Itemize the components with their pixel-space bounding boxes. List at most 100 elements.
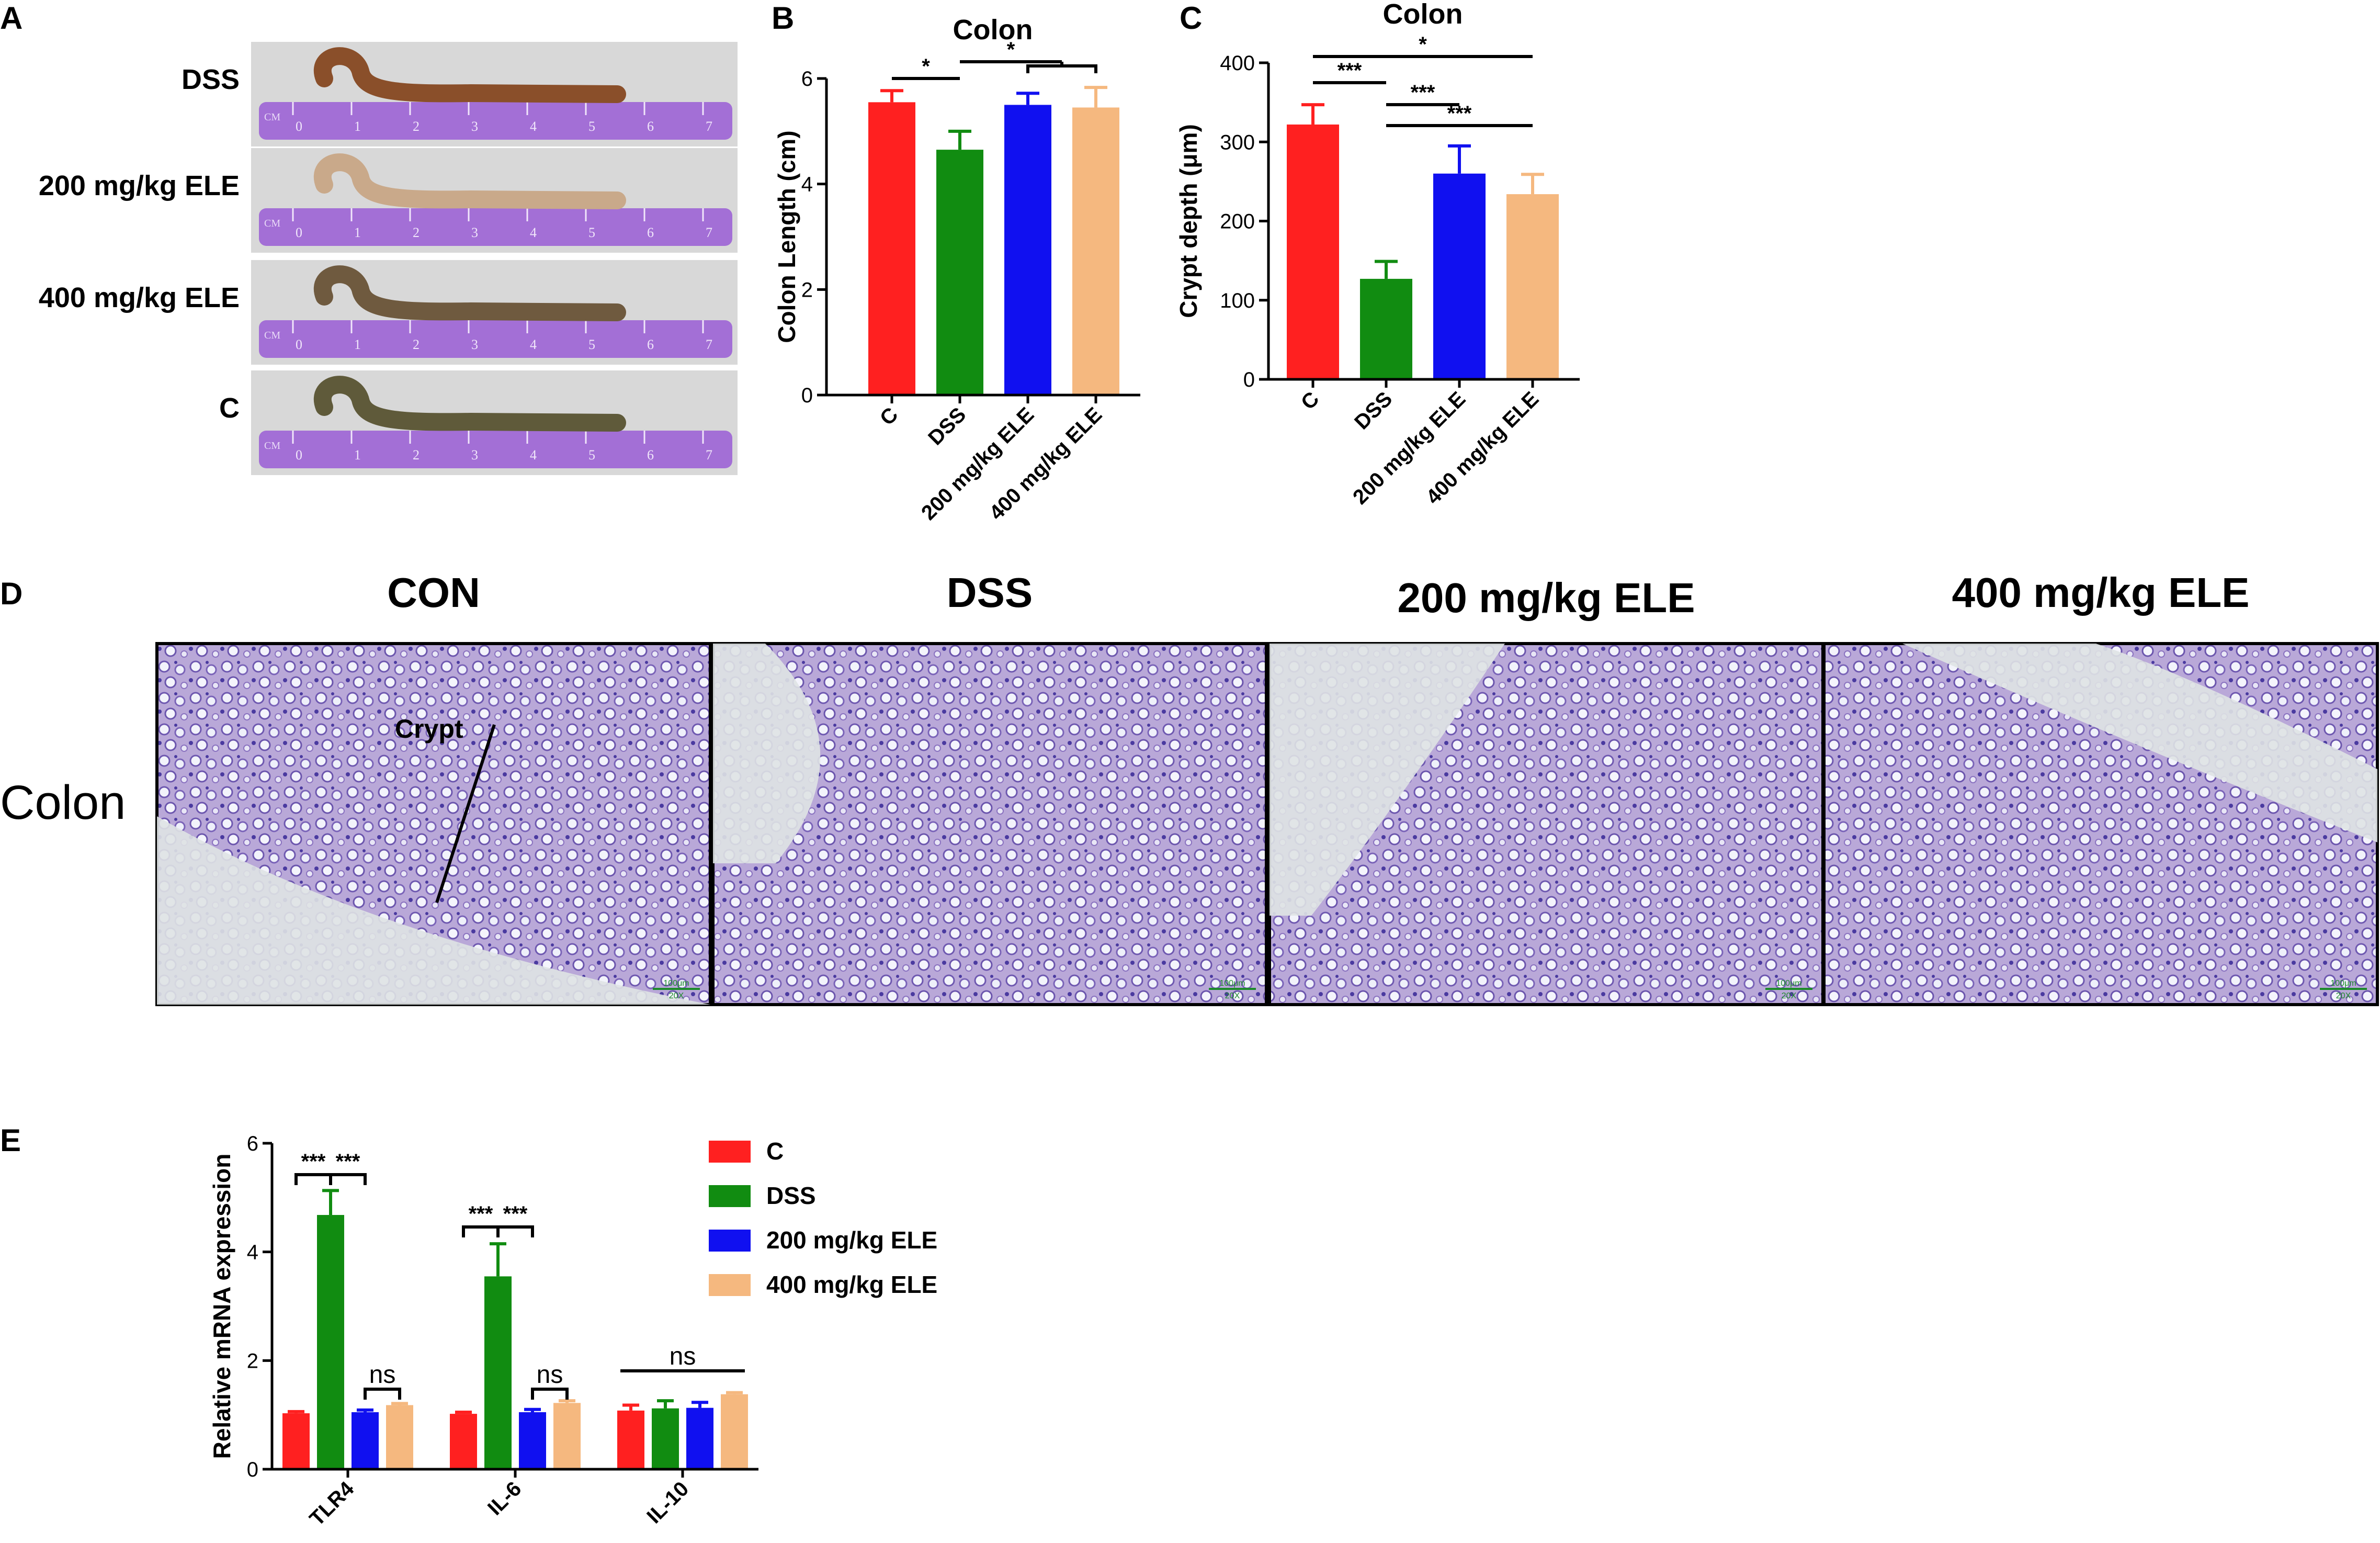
y-tick-label: 0: [1243, 368, 1255, 391]
ruler: CM 0 1 2 3 4 5 6 7: [259, 320, 732, 358]
panel-d: D Colon CON 100μm 20X DSS 100μm 20X 200 mg/kg …: [0, 569, 2379, 1006]
scale-bar-label: 100μm: [2330, 979, 2356, 988]
bar: [1433, 173, 1486, 379]
ruler-tick-label: 5: [588, 225, 595, 240]
magnification-label: 20X: [669, 992, 684, 1000]
panel-b-letter: B: [772, 1, 794, 36]
ruler-tick-label: 2: [413, 119, 420, 134]
bar: [1506, 194, 1559, 379]
significance-label: *: [1007, 38, 1015, 61]
lumen-area: [1270, 644, 1505, 916]
y-tick-label: 2: [801, 278, 813, 301]
magnification-label: 20X: [1225, 992, 1240, 1000]
photo-row-label: 400 mg/kg ELE: [39, 282, 240, 313]
bar: [352, 1412, 379, 1469]
legend-label: C: [766, 1137, 784, 1165]
significance-label: ***: [469, 1202, 493, 1225]
ruler-tick-label: 0: [296, 119, 302, 134]
significance-label: *: [1419, 33, 1427, 56]
legend-label: DSS: [766, 1182, 816, 1209]
significance-label: ns: [537, 1361, 563, 1389]
ruler-tick-label: 4: [530, 119, 537, 134]
significance-bracket: [294, 1173, 332, 1185]
y-tick-label: 6: [801, 67, 813, 91]
lumen-area: [1902, 644, 2377, 842]
ruler-tick-label: 6: [647, 225, 654, 240]
significance-bracket: [462, 1225, 500, 1237]
bar: [282, 1413, 310, 1469]
crypt-pointer-line: [435, 724, 496, 903]
bar: [519, 1412, 546, 1469]
histology-column-title: CON: [387, 569, 480, 616]
ruler-tick-label: 7: [706, 119, 712, 134]
significance-bracket: [329, 1173, 367, 1185]
x-tick-label: DSS: [924, 403, 970, 449]
histology-image: 100μm 20X: [1822, 642, 2379, 1006]
panel-e: E Relative mRNA expression 0 2 4 6 TLR4 IL-6 IL…: [0, 1123, 937, 1530]
y-tick-label: 4: [247, 1241, 258, 1264]
y-tick-label: 400: [1220, 52, 1255, 75]
ruler: CM 0 1 2 3 4 5 6 7: [259, 102, 732, 140]
significance-label: ***: [336, 1150, 360, 1173]
ruler-tick-label: 7: [706, 447, 712, 463]
ruler-tick-label: 1: [354, 119, 361, 134]
chart-title: Colon: [1383, 0, 1463, 30]
scale-bar-label: 100μm: [1219, 979, 1245, 988]
x-tick-label: C: [876, 403, 903, 430]
bar: [1360, 278, 1412, 379]
bar: [721, 1394, 748, 1469]
significance-label: ns: [369, 1361, 396, 1389]
histology-image: 100μm 20X: [711, 642, 1268, 1006]
y-tick-label: 100: [1220, 289, 1255, 312]
panel-a-letter: A: [0, 1, 22, 36]
significance-bracket: [364, 1388, 401, 1400]
ruler-unit: CM: [264, 218, 280, 229]
ruler-tick-label: 6: [647, 337, 654, 352]
panel-c-letter: C: [1180, 1, 1202, 36]
colon-tissue: [314, 153, 626, 209]
colon-tissue: [314, 265, 626, 321]
y-tick-label: 4: [801, 173, 813, 196]
panel-e-letter: E: [0, 1123, 21, 1158]
bar: [484, 1276, 512, 1469]
colon-tissue: [314, 376, 626, 432]
ruler-body: [259, 208, 732, 246]
chart-legend: C DSS 200 mg/kg ELE 400 mg/kg ELE: [709, 1137, 937, 1298]
x-tick-label: 400 mg/kg ELE: [985, 403, 1106, 524]
ruler-tick-label: 3: [471, 119, 478, 134]
ruler-tick-label: 6: [647, 447, 654, 463]
x-tick-label: TLR4: [305, 1477, 359, 1530]
crypt-annotation: Crypt: [395, 714, 463, 744]
y-tick-label: 200: [1220, 210, 1255, 233]
legend-label: 200 mg/kg ELE: [766, 1226, 937, 1254]
photo-row-label: 200 mg/kg ELE: [39, 170, 240, 201]
scale-bar-label: 100μm: [1776, 979, 1801, 988]
bar: [386, 1405, 413, 1469]
y-tick-label: 2: [247, 1349, 258, 1372]
significance-bracket: [531, 1388, 569, 1400]
ruler-tick-label: 2: [413, 447, 420, 463]
bar: [868, 102, 915, 395]
legend-label: 400 mg/kg ELE: [766, 1271, 937, 1298]
ruler-tick-label: 4: [530, 225, 537, 240]
bar: [652, 1408, 679, 1469]
significance-label: ***: [1447, 102, 1472, 125]
significance-label: ***: [1338, 59, 1362, 82]
ruler-tick-label: 3: [471, 225, 478, 240]
ruler-tick-label: 0: [296, 225, 302, 240]
ruler-unit: CM: [264, 330, 280, 341]
bar: [1287, 124, 1339, 379]
y-axis-label: Colon Length (cm): [773, 130, 800, 343]
ruler-tick-label: 1: [354, 337, 361, 352]
magnification-label: 20X: [2336, 992, 2351, 1000]
bar: [317, 1215, 344, 1469]
bar: [617, 1410, 644, 1469]
ruler-tick-label: 6: [647, 119, 654, 134]
ruler-tick-label: 0: [296, 447, 302, 463]
significance-label: ***: [503, 1202, 528, 1225]
